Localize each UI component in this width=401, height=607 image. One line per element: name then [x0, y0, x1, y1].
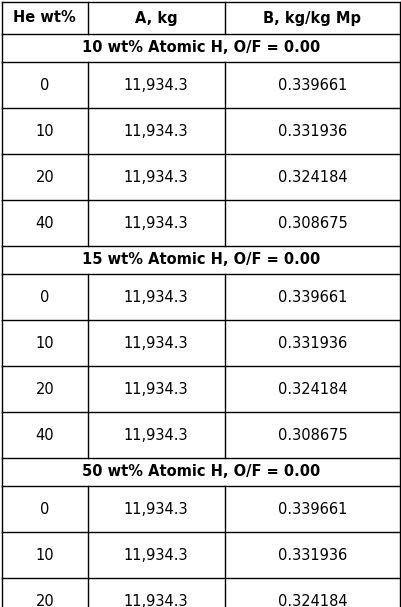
- Text: 20: 20: [35, 382, 54, 396]
- Text: 0.324184: 0.324184: [277, 382, 346, 396]
- Text: 11,934.3: 11,934.3: [124, 215, 188, 231]
- Text: 40: 40: [35, 215, 54, 231]
- Text: 11,934.3: 11,934.3: [124, 336, 188, 350]
- Text: 0: 0: [40, 78, 49, 92]
- Text: 0.324184: 0.324184: [277, 594, 346, 607]
- Text: 10: 10: [35, 548, 54, 563]
- Text: A, kg: A, kg: [135, 10, 177, 25]
- Text: 0.331936: 0.331936: [277, 548, 346, 563]
- Text: 11,934.3: 11,934.3: [124, 382, 188, 396]
- Text: 20: 20: [35, 594, 54, 607]
- Text: 0.308675: 0.308675: [277, 427, 346, 443]
- Text: 50 wt% Atomic H, O/F = 0.00: 50 wt% Atomic H, O/F = 0.00: [82, 464, 319, 480]
- Text: 11,934.3: 11,934.3: [124, 594, 188, 607]
- Text: 0.331936: 0.331936: [277, 123, 346, 138]
- Text: 20: 20: [35, 169, 54, 185]
- Text: He wt%: He wt%: [13, 10, 76, 25]
- Text: 0: 0: [40, 501, 49, 517]
- Text: 10: 10: [35, 123, 54, 138]
- Text: 11,934.3: 11,934.3: [124, 123, 188, 138]
- Text: 0.339661: 0.339661: [277, 78, 346, 92]
- Text: 10 wt% Atomic H, O/F = 0.00: 10 wt% Atomic H, O/F = 0.00: [82, 41, 319, 55]
- Text: 0.308675: 0.308675: [277, 215, 346, 231]
- Text: 0.339661: 0.339661: [277, 290, 346, 305]
- Text: 11,934.3: 11,934.3: [124, 427, 188, 443]
- Text: 11,934.3: 11,934.3: [124, 548, 188, 563]
- Text: 15 wt% Atomic H, O/F = 0.00: 15 wt% Atomic H, O/F = 0.00: [82, 253, 319, 268]
- Text: 11,934.3: 11,934.3: [124, 290, 188, 305]
- Text: 0.331936: 0.331936: [277, 336, 346, 350]
- Text: 0: 0: [40, 290, 49, 305]
- Text: 10: 10: [35, 336, 54, 350]
- Text: 11,934.3: 11,934.3: [124, 501, 188, 517]
- Text: 11,934.3: 11,934.3: [124, 78, 188, 92]
- Text: 11,934.3: 11,934.3: [124, 169, 188, 185]
- Text: 40: 40: [35, 427, 54, 443]
- Text: 0.339661: 0.339661: [277, 501, 346, 517]
- Text: B, kg/kg Mp: B, kg/kg Mp: [263, 10, 360, 25]
- Text: 0.324184: 0.324184: [277, 169, 346, 185]
